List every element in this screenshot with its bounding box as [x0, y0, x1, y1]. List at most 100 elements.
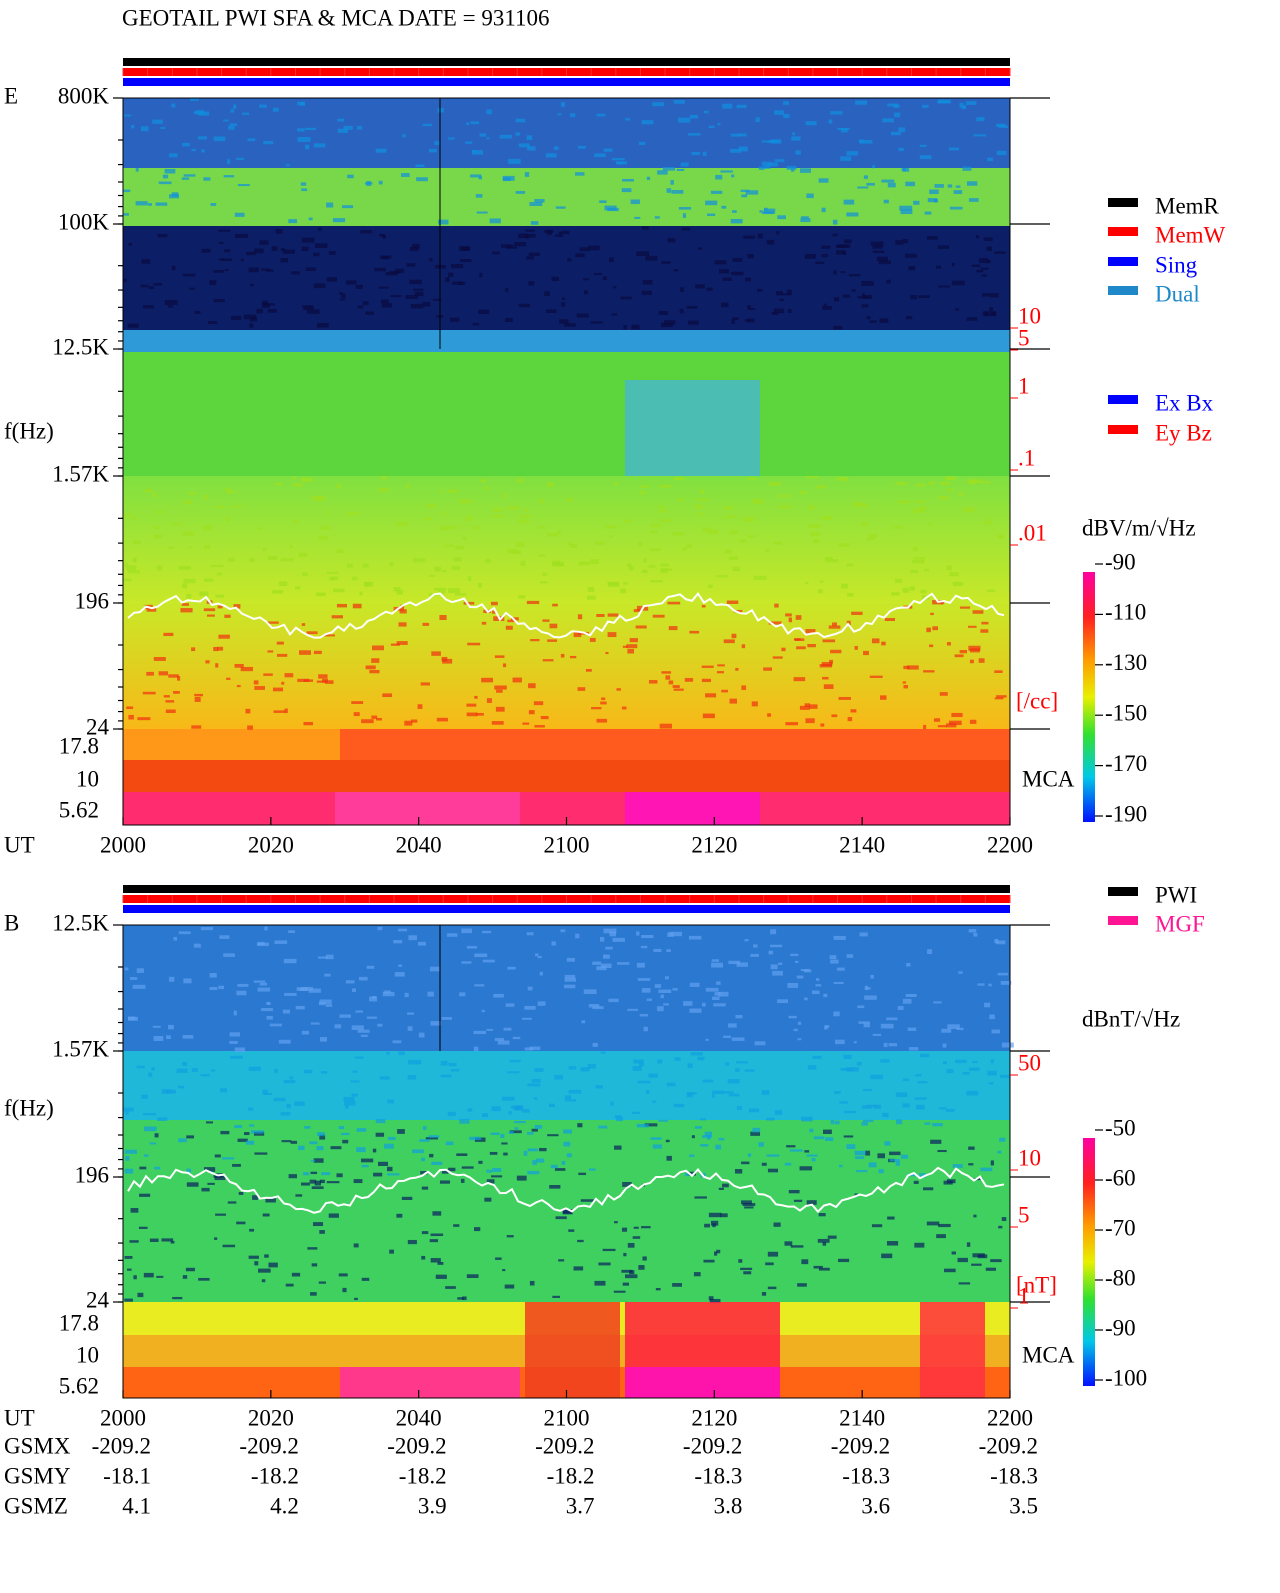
spectrogram-texture [168, 546, 175, 549]
spectrogram-texture [527, 146, 536, 151]
spectrogram-texture [307, 309, 320, 314]
spectrogram-texture [822, 306, 833, 310]
spectrogram-texture [723, 1035, 731, 1038]
spectrogram-texture [580, 1067, 590, 1072]
spectrogram-texture [406, 1012, 415, 1015]
spectrogram-texture [421, 1231, 429, 1235]
spectrogram-texture [373, 1172, 383, 1177]
spectrogram-texture [862, 503, 869, 508]
spectrogram-texture [657, 1059, 663, 1064]
spectrogram-texture [732, 317, 739, 321]
spectrogram-texture [818, 1267, 830, 1271]
spectrogram-texture [214, 1154, 221, 1158]
spectrogram-texture [560, 929, 566, 933]
spectrogram-texture [999, 1137, 1006, 1142]
spectrogram-texture [893, 525, 903, 529]
spectrogram-texture [162, 174, 169, 179]
spectrogram-texture [961, 107, 967, 110]
spectrogram-texture [318, 674, 328, 679]
spectrogram-texture [453, 1224, 460, 1227]
spectrogram-texture [459, 246, 470, 251]
spectrogram-texture [502, 663, 507, 668]
spectrogram-texture [714, 1251, 718, 1256]
spectrogram-texture [566, 957, 575, 962]
spectrogram-texture [641, 226, 649, 230]
spectrogram-texture [154, 526, 160, 529]
spectrogram-texture [740, 189, 750, 193]
spectrogram-texture [230, 315, 242, 321]
spectrogram-texture [319, 999, 332, 1004]
spectrogram-texture [285, 1283, 294, 1287]
spectrogram-texture [497, 1040, 510, 1045]
spectrogram-texture [168, 674, 179, 678]
spectrogram-texture [536, 1158, 545, 1163]
time-tick-label: 2040 [396, 1405, 442, 1430]
spectrogram-texture [429, 1239, 439, 1243]
spectrogram-texture [261, 268, 270, 271]
spectrogram-texture [573, 632, 582, 638]
spectrogram-texture [729, 698, 737, 704]
spectrogram-texture [919, 506, 926, 511]
spectrogram-texture [445, 1286, 456, 1289]
spectrogram-texture [833, 325, 843, 330]
spectrogram-texture [123, 189, 131, 193]
spectrogram-texture [406, 263, 416, 267]
spectrogram-texture [568, 1229, 575, 1232]
freq-label: f(Hz) [4, 418, 54, 443]
spectrogram-texture [955, 185, 961, 188]
spectrogram-texture [137, 717, 151, 721]
spectrogram-texture [481, 1113, 489, 1117]
spectrogram-texture [201, 1187, 210, 1192]
spectrogram-texture [301, 188, 308, 192]
spectrogram-texture [218, 985, 225, 990]
spectrogram-texture [731, 271, 744, 276]
spectrogram-texture [276, 653, 288, 657]
spectrogram-texture [459, 1118, 470, 1124]
spectrogram-texture [378, 234, 385, 237]
spectrogram-texture [547, 1134, 559, 1137]
spectrogram-texture [397, 1129, 405, 1134]
spectrogram-texture [325, 1004, 333, 1007]
spectrogram-texture [728, 1023, 737, 1028]
spectrogram-texture [729, 530, 739, 534]
spectrogram-texture [254, 1152, 268, 1155]
spectrogram-texture [133, 1275, 137, 1280]
density-tick-label: 10 [1018, 303, 1041, 328]
spectrogram-texture [642, 280, 653, 285]
spectrogram-texture [601, 697, 606, 701]
spectrogram-texture [132, 984, 146, 989]
spectrogram-texture [129, 1240, 139, 1243]
spectrogram-texture [434, 587, 447, 591]
spectrogram-texture [305, 267, 316, 272]
spectrogram-texture [491, 251, 500, 255]
spectrogram-texture [532, 1160, 537, 1165]
spectrogram-texture [631, 324, 640, 330]
spectrogram-texture [440, 525, 449, 531]
spectrogram-texture [596, 113, 606, 117]
spectrogram-texture [626, 644, 638, 649]
spectrogram-texture [738, 1259, 743, 1263]
spectrogram-texture [515, 118, 526, 123]
spectrogram-texture [614, 1221, 618, 1224]
spectrogram-texture [598, 1125, 608, 1129]
mode-bar [123, 78, 1010, 86]
legend-label: Ey Bz [1155, 420, 1212, 445]
spectrogram-texture [378, 286, 389, 289]
spectrogram-texture [282, 1009, 291, 1014]
spectrogram-texture [387, 1099, 394, 1104]
spectrogram-texture [506, 1235, 514, 1238]
spectrogram-texture [494, 685, 507, 690]
spectrogram-texture [713, 1003, 726, 1007]
spectrogram-texture [186, 593, 192, 599]
spectrogram-texture [756, 288, 763, 292]
spectrogram-texture [772, 656, 783, 659]
spectrogram-texture [319, 1179, 325, 1184]
spectrogram-texture [148, 1072, 153, 1077]
spectrogram-texture [603, 928, 617, 934]
spectrogram-texture [599, 936, 605, 942]
spectrogram-texture [576, 313, 589, 318]
spectrogram-texture [236, 157, 245, 160]
spectrogram-texture [337, 483, 342, 489]
spectrogram-texture [765, 1262, 774, 1266]
time-tick-label: 2200 [987, 1405, 1033, 1430]
